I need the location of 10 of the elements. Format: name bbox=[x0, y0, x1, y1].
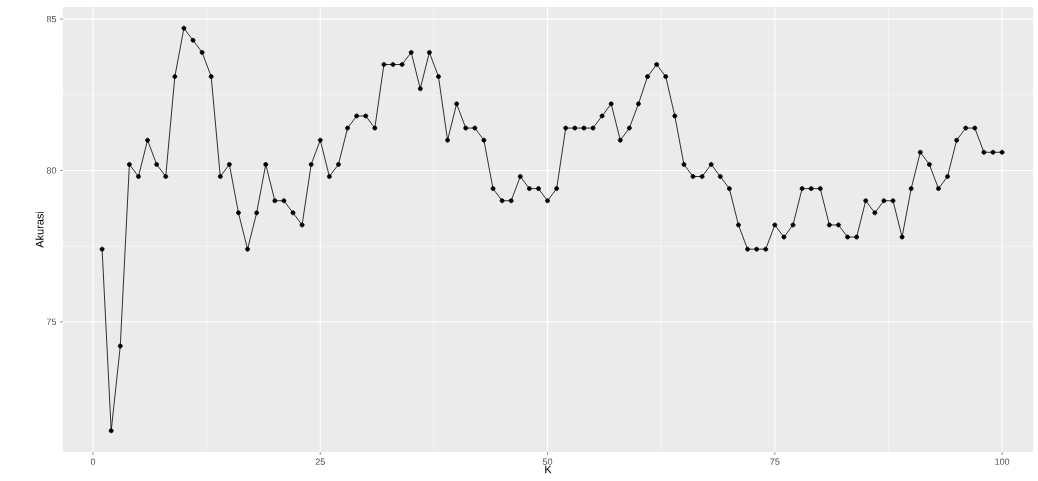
x-tick-label: 25 bbox=[315, 458, 325, 465]
y-axis-title: Akurasi bbox=[35, 211, 44, 248]
y-tick-label: 85 bbox=[46, 15, 57, 23]
y-tick-label: 80 bbox=[46, 167, 57, 174]
x-tick-label: 75 bbox=[770, 458, 780, 465]
x-tick-label: 100 bbox=[995, 458, 1010, 465]
x-tick-label: 50 bbox=[542, 458, 553, 465]
x-tick-label: 0 bbox=[90, 458, 96, 465]
x-axis-title: K bbox=[545, 465, 552, 474]
y-tick-label: 75 bbox=[46, 318, 57, 325]
